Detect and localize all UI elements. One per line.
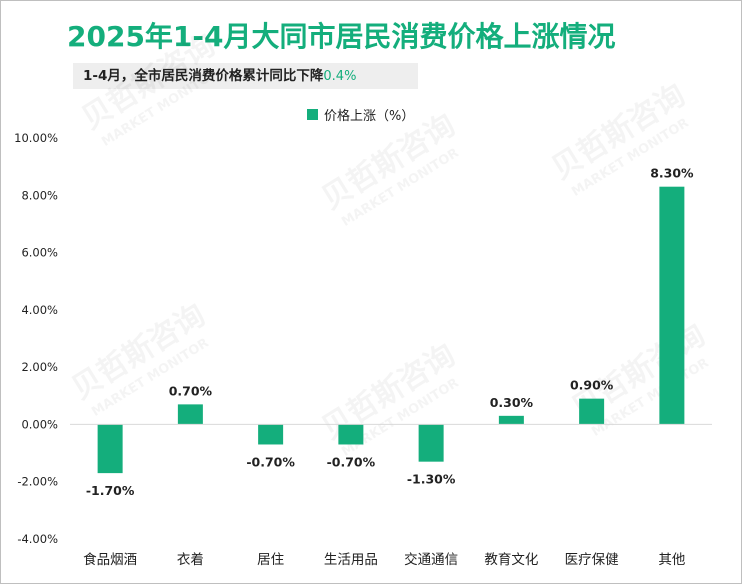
bar (418, 424, 444, 462)
legend: 价格上涨（%） (307, 108, 414, 124)
data-labels: -1.70% 0.70% -0.70% -0.70% -1.30% 0.30% 0.90% 8… (86, 166, 694, 498)
x-category-label: 居住 (257, 552, 284, 568)
x-category-label: 教育文化 (484, 552, 538, 568)
bar (579, 398, 605, 425)
legend-label: 价格上涨（%） (324, 108, 414, 124)
bar (498, 415, 524, 425)
bar-series (97, 186, 685, 474)
data-label: -0.70% (246, 454, 295, 469)
y-tick-label: 10.00% (14, 131, 58, 145)
x-category-label: 其他 (658, 552, 685, 568)
legend-swatch (307, 109, 318, 120)
y-tick-label: 2.00% (21, 360, 58, 374)
y-tick-label: -2.00% (17, 475, 58, 489)
bar (258, 424, 284, 445)
x-axis: 食品烟酒 衣着 居住 生活用品 交通通信 教育文化 医疗保健 其他 (83, 551, 685, 568)
y-tick-label: 0.00% (21, 417, 58, 431)
data-label: -0.70% (327, 454, 376, 469)
chart-title: 2025年1-4月大同市居民消费价格上涨情况 (67, 20, 616, 53)
x-category-label: 生活用品 (324, 552, 378, 568)
bar (97, 424, 123, 474)
bar (177, 404, 203, 425)
y-tick-label: 4.00% (21, 303, 58, 317)
data-label: 8.30% (650, 166, 694, 181)
data-label: -1.70% (86, 483, 135, 498)
y-tick-label: 8.00% (21, 188, 58, 202)
y-axis: 10.00% 8.00% 6.00% 4.00% 2.00% 0.00% -2.00% -4.… (14, 131, 58, 546)
data-label: 0.70% (169, 383, 213, 398)
data-label: -1.30% (407, 472, 456, 487)
data-label: 0.30% (490, 395, 534, 410)
y-tick-label: 6.00% (21, 246, 58, 260)
bar (659, 186, 685, 425)
data-label: 0.90% (570, 378, 614, 393)
x-category-label: 衣着 (177, 551, 204, 568)
bar (338, 424, 364, 445)
x-category-label: 交通通信 (404, 551, 458, 568)
subtitle-text: 1-4月，全市居民消费价格累计同比下降 (83, 68, 324, 84)
x-category-label: 食品烟酒 (83, 551, 137, 568)
chart-subtitle: 1-4月，全市居民消费价格累计同比下降0.4% (73, 63, 418, 89)
subtitle-highlight: 0.4% (323, 69, 357, 84)
y-tick-label: -4.00% (17, 532, 58, 546)
x-category-label: 医疗保健 (565, 552, 619, 568)
